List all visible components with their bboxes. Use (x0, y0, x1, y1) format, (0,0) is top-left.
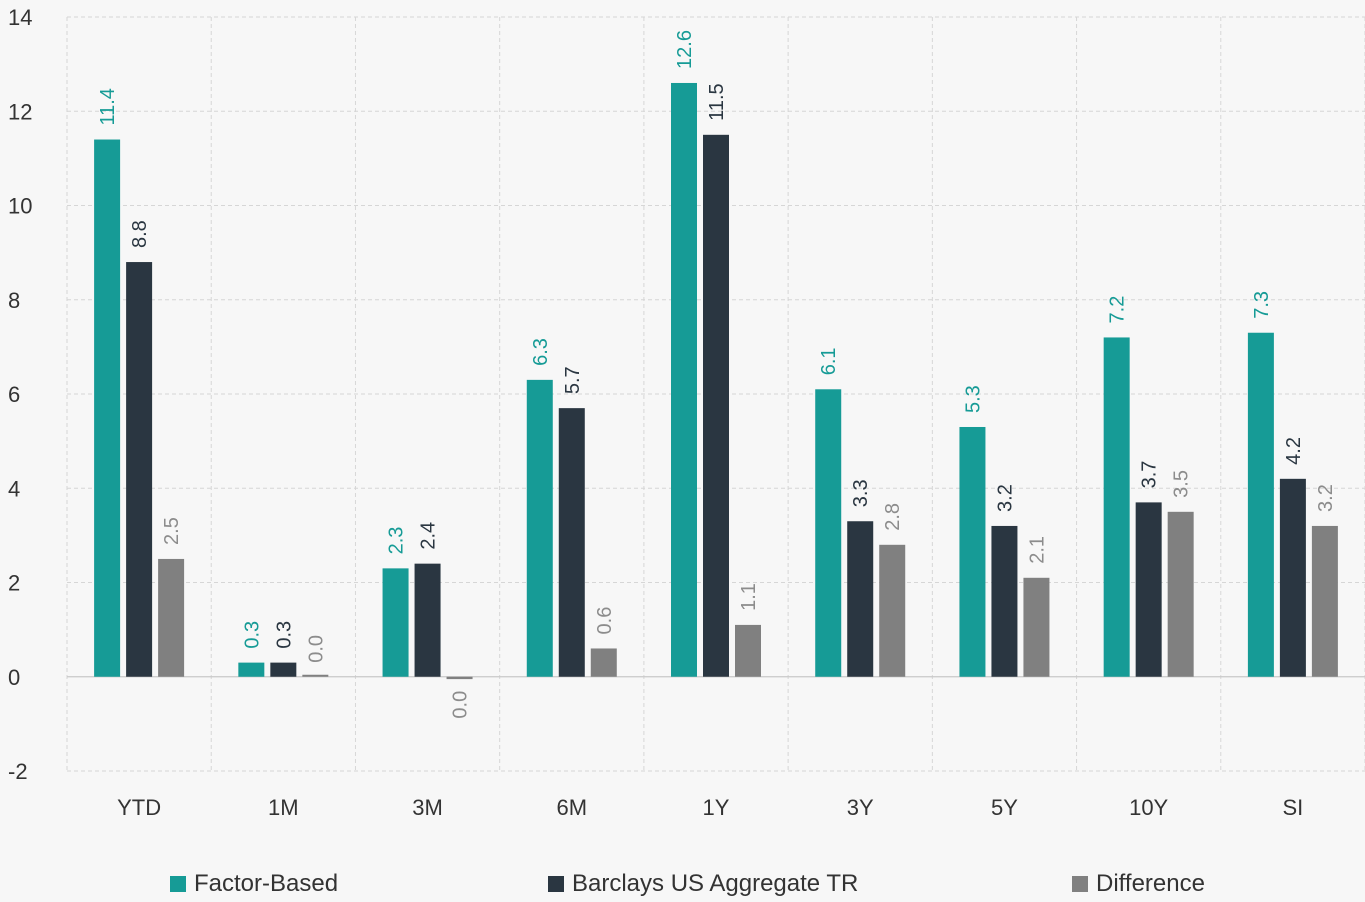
data-label: 2.3 (386, 527, 408, 555)
data-label: 5.3 (962, 385, 984, 413)
legend-item-factor-based: Factor-Based (170, 870, 338, 898)
data-label: 4.2 (1283, 437, 1305, 465)
x-tick-label: SI (1282, 795, 1303, 820)
x-tick-label: 3Y (847, 795, 874, 820)
data-label: 0.0 (305, 635, 327, 663)
y-tick-label: 4 (8, 476, 20, 501)
bar (1279, 478, 1306, 677)
legend-label-barclays-us-aggregate-tr: Barclays US Aggregate TR (572, 870, 859, 897)
y-tick-label: 12 (8, 99, 32, 124)
data-label: 3.2 (994, 484, 1016, 512)
bar (1247, 332, 1274, 677)
data-label: 7.3 (1251, 291, 1273, 319)
data-label: 0.0 (450, 691, 472, 719)
legend-item-barclays-us-aggregate-tr: Barclays US Aggregate TR (548, 870, 858, 898)
data-label: 2.8 (882, 503, 904, 531)
bar (1311, 525, 1338, 677)
x-tick-label: 6M (556, 795, 587, 820)
y-tick-label: -2 (8, 759, 28, 784)
data-label: 0.6 (594, 607, 616, 635)
bar (671, 82, 697, 677)
bar (879, 544, 906, 677)
bar (959, 426, 986, 677)
legend-label-factor-based: Factor-Based (194, 870, 339, 897)
bar (382, 568, 409, 677)
data-label: 3.3 (850, 479, 872, 507)
bar (238, 662, 265, 677)
data-label: 8.8 (129, 220, 151, 248)
x-tick-label: 1Y (703, 795, 730, 820)
bar (270, 662, 297, 677)
data-label: 5.7 (562, 366, 584, 394)
bar (558, 408, 585, 677)
bar (446, 676, 473, 680)
y-tick-label: 10 (8, 194, 32, 219)
data-label: 2.4 (418, 522, 440, 550)
data-label: 11.5 (706, 83, 728, 120)
bar (126, 262, 153, 677)
bar (94, 139, 121, 677)
bar (815, 389, 842, 677)
y-tick-label: 2 (8, 571, 20, 596)
data-label: 12.6 (674, 30, 696, 69)
legend-item-difference: Difference (1072, 870, 1205, 898)
legend-label-difference: Difference (1096, 870, 1205, 897)
data-label: 0.3 (273, 621, 295, 649)
bar (991, 525, 1018, 677)
y-tick-label: 14 (8, 5, 32, 30)
bar (1167, 511, 1194, 677)
data-label: 2.1 (1026, 536, 1048, 564)
data-label: 3.5 (1171, 470, 1193, 498)
bar (847, 521, 874, 677)
x-tick-label: YTD (117, 795, 161, 820)
data-label: 3.2 (1315, 484, 1337, 512)
bar (735, 624, 761, 677)
bar-chart: -2 0 2 4 6 8 10 12 14 11.4 8.8 2.5 YTD 0.3 0.3 0.0 1M 2.3… (8, 5, 1365, 820)
data-label: 6.3 (530, 338, 552, 366)
bar (302, 674, 329, 677)
data-label: 1.1 (738, 583, 760, 611)
x-tick-label: 1M (268, 795, 299, 820)
bar (1135, 502, 1162, 677)
data-label: 2.5 (161, 517, 183, 545)
x-tick-label: 5Y (991, 795, 1018, 820)
legend-swatch-barclays-us-aggregate-tr (548, 876, 564, 892)
x-tick-label: 10Y (1129, 795, 1168, 820)
legend: Factor-Based Barclays US Aggregate TR Di… (0, 870, 1365, 902)
bar (1103, 337, 1130, 677)
data-label: 11.4 (97, 88, 119, 125)
bar (158, 558, 185, 677)
bar (1023, 577, 1050, 677)
y-tick-label: 0 (8, 665, 20, 690)
bar (414, 563, 441, 677)
x-tick-label: 3M (412, 795, 443, 820)
data-label: 7.2 (1107, 296, 1129, 324)
data-label: 0.3 (241, 621, 263, 649)
legend-swatch-difference (1072, 876, 1088, 892)
bar (703, 134, 729, 677)
bar (526, 379, 553, 677)
data-label: 6.1 (818, 347, 840, 375)
y-tick-label: 8 (8, 288, 20, 313)
legend-swatch-factor-based (170, 876, 186, 892)
bar (590, 648, 617, 677)
y-tick-label: 6 (8, 382, 20, 407)
data-label: 3.7 (1139, 461, 1161, 489)
chart-svg: -2 0 2 4 6 8 10 12 14 11.4 8.8 2.5 YTD 0.3 0.3 0.0 1M 2.3… (8, 5, 1365, 820)
